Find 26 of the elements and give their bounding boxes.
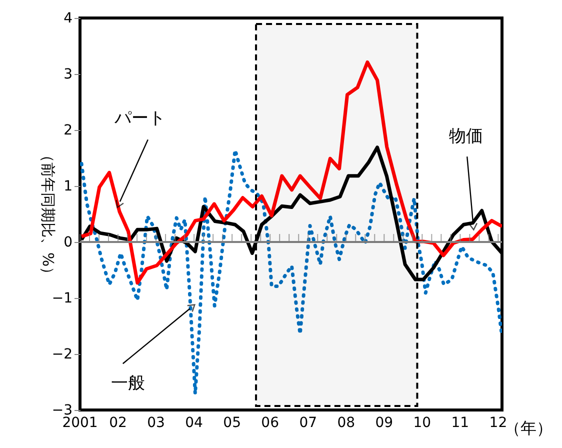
x-tick-label: 02 [109, 415, 127, 431]
x-tick-label: 07 [299, 415, 318, 431]
annotation: 一般 [110, 374, 145, 394]
line-series [80, 148, 502, 396]
x-tick-label: 09 [375, 415, 394, 431]
line-series [80, 60, 502, 285]
annotation: パート [113, 108, 166, 129]
x-axis-title: （年） [504, 418, 552, 438]
y-tick-label: 0 [64, 234, 72, 250]
x-tick-label: 05 [223, 415, 241, 431]
y-tick-label: 3 [64, 66, 72, 82]
y-axis-title: （前年同期比、%） [38, 147, 57, 282]
x-tick-label: 06 [261, 415, 280, 431]
x-tick-label: 04 [185, 415, 204, 431]
annotation: 物価 [449, 126, 484, 147]
y-tick-label: −2 [52, 346, 72, 362]
x-tick-label: 08 [337, 415, 356, 431]
x-tick-label: 03 [147, 415, 165, 431]
x-tick-label: 12 [489, 415, 508, 431]
x-tick-label: 11 [451, 415, 470, 431]
y-tick-label: 4 [64, 10, 73, 26]
y-tick-label: 2 [64, 122, 72, 138]
x-tick-label: 10 [413, 415, 432, 431]
y-tick-label: 1 [64, 178, 72, 194]
x-tick-label: 2001 [62, 415, 98, 431]
y-tick-label: −1 [52, 290, 72, 306]
